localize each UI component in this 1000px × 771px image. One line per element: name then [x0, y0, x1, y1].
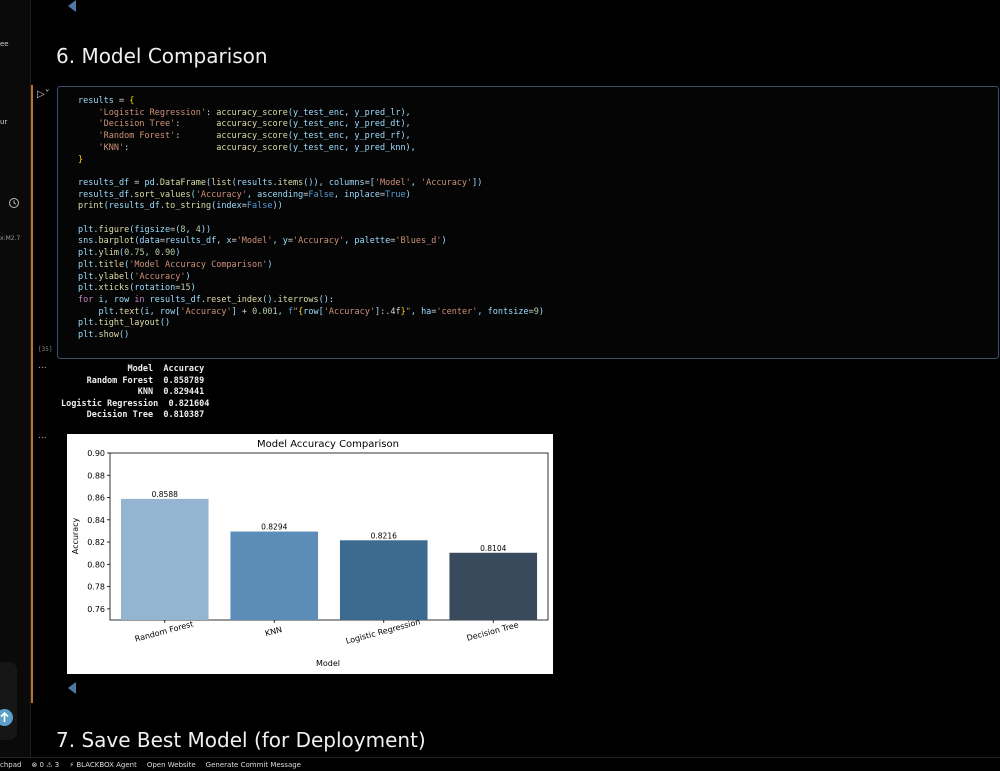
data-label: 0.8104 — [480, 544, 506, 553]
blackbox-agent-button[interactable]: ⚡ BLACKBOX Agent — [69, 760, 137, 769]
code-cell[interactable] — [57, 86, 999, 359]
y-tick-label: 0.90 — [87, 449, 105, 458]
x-tick-label: Random Forest — [134, 619, 194, 643]
bar — [120, 498, 209, 620]
data-label: 0.8294 — [261, 523, 287, 532]
collapse-arrow-icon[interactable] — [68, 0, 76, 12]
generate-commit-button[interactable]: Generate Commit Message — [205, 760, 301, 769]
chart-output-figure: Model Accuracy Comparison 0.76 0.78 0.80 0.… — [67, 434, 553, 674]
code-editor[interactable]: results = { 'Logistic Regression': accur… — [78, 96, 544, 341]
bar — [339, 540, 428, 620]
bar-chart: Model Accuracy Comparison 0.760.780.800.… — [71, 439, 549, 668]
y-tick-label: 0.82 — [87, 538, 105, 547]
open-website-button[interactable]: Open Website — [146, 760, 196, 769]
y-tick-label: 0.88 — [87, 471, 105, 480]
y-tick-label: 0.76 — [87, 605, 105, 614]
cell-gutter-bar — [31, 85, 33, 703]
text-output: Model Accuracy Random Forest 0.858789 KN… — [61, 364, 210, 421]
output-menu-icon[interactable]: ... — [38, 361, 47, 371]
sidebar-text-fragment: x:M2.7 — [0, 235, 21, 242]
x-tick-label: Logistic Regression — [345, 617, 421, 646]
x-axis: Random Forest KNN Logistic Regression Decis… — [134, 617, 520, 646]
x-axis-label: Model — [316, 659, 340, 668]
data-label: 0.8216 — [371, 531, 397, 540]
run-cell-icon[interactable]: ▷˅ — [37, 89, 50, 100]
x-tick-label: KNN — [264, 625, 283, 638]
bars: 0.8588 0.8294 0.8216 0.8104 — [120, 490, 538, 620]
y-axis-label: Accuracy — [71, 517, 80, 554]
x-tick-label: Decision Tree — [466, 620, 520, 643]
collapse-arrow-icon[interactable] — [68, 682, 76, 694]
status-bar: chpad ⊗ 0 ⚠ 3 ⚡ BLACKBOX Agent Open Webs… — [0, 757, 1000, 771]
chart-title: Model Accuracy Comparison — [257, 439, 399, 450]
section-title-save-model: 7. Save Best Model (for Deployment) — [56, 728, 426, 752]
y-tick-label: 0.80 — [87, 560, 105, 569]
plot-frame — [109, 452, 549, 621]
y-tick-label: 0.78 — [87, 583, 105, 592]
chat-input-box[interactable] — [0, 662, 17, 740]
sidebar-text-fragment: ur — [0, 118, 8, 126]
history-icon[interactable] — [8, 197, 20, 209]
data-label: 0.8588 — [152, 490, 178, 499]
y-tick-label: 0.84 — [87, 516, 105, 525]
execution-count: [35] — [38, 346, 53, 353]
send-icon[interactable] — [0, 709, 13, 726]
y-tick-label: 0.86 — [87, 494, 105, 503]
bar — [449, 552, 538, 620]
status-left-fragment[interactable]: chpad — [0, 760, 22, 769]
problems-indicator[interactable]: ⊗ 0 ⚠ 3 — [31, 760, 60, 769]
section-title-model-comparison: 6. Model Comparison — [56, 44, 268, 68]
output-menu-icon[interactable]: ... — [38, 431, 47, 441]
sidebar-text-fragment: ee — [0, 40, 9, 48]
left-sidebar: ee ur x:M2.7 — [0, 0, 31, 757]
y-axis: 0.76 0.78 0.80 0.82 0.84 0.86 0.88 0.90 — [87, 449, 110, 614]
bar — [230, 531, 319, 620]
